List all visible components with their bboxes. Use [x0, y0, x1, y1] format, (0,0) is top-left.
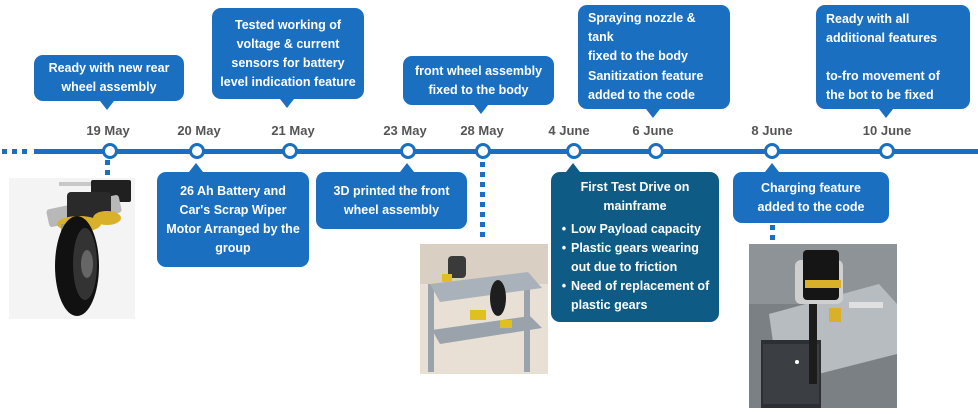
- front-wheel-photo: [420, 244, 548, 374]
- timeline-node: [282, 143, 298, 159]
- callout-line: fixed to the body: [428, 82, 529, 97]
- callout-line: Spraying nozzle & tank: [588, 11, 696, 44]
- date-label: 10 June: [862, 123, 912, 138]
- timeline-dash: [12, 149, 17, 154]
- callout-front-wheel: front wheel assembly fixed to the body: [403, 56, 554, 105]
- timeline-node: [189, 143, 205, 159]
- list-item: • Need of replacement of plastic gears: [557, 277, 713, 315]
- connector-dotted: [480, 162, 485, 240]
- callout-spraying: Spraying nozzle & tank fixed to the body…: [578, 5, 730, 109]
- callout-pointer: [400, 163, 414, 172]
- timeline-node: [566, 143, 582, 159]
- connector-dotted: [105, 160, 110, 178]
- connector-dotted: [770, 225, 775, 245]
- callout-title: mainframe: [603, 199, 667, 213]
- callout-line: fixed to the body: [588, 49, 688, 63]
- callout-line: Tested working of: [234, 17, 342, 32]
- callout-line: Charging feature: [760, 180, 861, 195]
- date-label: 20 May: [177, 123, 221, 138]
- callout-pointer: [474, 105, 488, 114]
- callout-3d-printed: 3D printed the front wheel assembly: [316, 172, 467, 229]
- callout-rear-wheel: Ready with new rear wheel assembly: [34, 55, 184, 101]
- callout-line: 3D printed the front: [333, 183, 450, 198]
- spacer: [826, 48, 964, 67]
- callout-voltage: Tested working of voltage & current sens…: [212, 8, 364, 99]
- callout-line: voltage & current: [236, 36, 340, 51]
- date-label: 21 May: [271, 123, 315, 138]
- callout-text: Ready with new rear wheel assembly: [48, 61, 170, 94]
- bullet-icon: •: [561, 241, 567, 255]
- date-label: 8 June: [751, 123, 793, 138]
- callout-battery: 26 Ah Battery and Car's Scrap Wiper Moto…: [157, 172, 309, 267]
- callout-pointer: [280, 99, 294, 108]
- timeline-node: [879, 143, 895, 159]
- list-item: • Plastic gears wearing out due to fricti…: [557, 239, 713, 277]
- callout-pointer: [100, 101, 114, 110]
- list-item: • Low Payload capacity: [557, 220, 713, 239]
- callout-line: level indication feature: [220, 74, 356, 89]
- issues-list: • Low Payload capacity • Plastic gears wea…: [557, 220, 713, 315]
- date-label: 28 May: [460, 123, 504, 138]
- timeline-line: [34, 149, 978, 154]
- callout-line: sensors for battery: [231, 55, 345, 70]
- date-label: 23 May: [383, 123, 427, 138]
- callout-line: to-fro movement of: [826, 68, 940, 83]
- callout-line: Car's Scrap Wiper: [179, 202, 287, 217]
- timeline-node: [102, 143, 118, 159]
- date-label: 4 June: [548, 123, 590, 138]
- callout-pointer: [189, 163, 203, 172]
- callout-line: Ready with all: [826, 11, 910, 26]
- callout-line: Motor Arranged by the: [166, 221, 300, 236]
- bot-photo-icon: [749, 244, 897, 408]
- callout-line: additional features: [826, 30, 938, 45]
- timeline-node: [400, 143, 416, 159]
- timeline-node: [648, 143, 664, 159]
- bullet-icon: •: [561, 279, 567, 293]
- callout-line: group: [215, 240, 251, 255]
- wheel-render-icon: [9, 178, 135, 319]
- callout-pointer: [566, 163, 580, 172]
- date-label: 19 May: [86, 123, 130, 138]
- callout-pointer: [646, 109, 660, 118]
- callout-line: the bot to be fixed: [826, 87, 934, 102]
- timeline-dash: [2, 149, 7, 154]
- callout-title: First Test Drive on: [580, 180, 690, 194]
- callout-line: 26 Ah Battery and: [180, 183, 286, 198]
- callout-line: added to the code: [757, 199, 865, 214]
- timeline-node: [764, 143, 780, 159]
- callout-line: front wheel assembly: [414, 63, 543, 78]
- callout-charging: Charging feature added to the code: [733, 172, 889, 223]
- charging-photo: [749, 244, 897, 408]
- callout-line: added to the code: [588, 88, 695, 102]
- callout-ready-all: Ready with all additional features to-fr…: [816, 5, 970, 109]
- timeline-node: [475, 143, 491, 159]
- rear-wheel-cad-image: [9, 178, 135, 319]
- date-label: 6 June: [632, 123, 674, 138]
- frame-photo-icon: [420, 244, 548, 374]
- timeline-dash: [22, 149, 27, 154]
- callout-pointer: [879, 109, 893, 118]
- callout-line: Sanitization feature: [588, 69, 704, 83]
- callout-test-drive: First Test Drive on mainframe • Low Paylo…: [551, 172, 719, 322]
- bullet-icon: •: [561, 222, 567, 236]
- callout-pointer: [765, 163, 779, 172]
- callout-line: wheel assembly: [343, 202, 440, 217]
